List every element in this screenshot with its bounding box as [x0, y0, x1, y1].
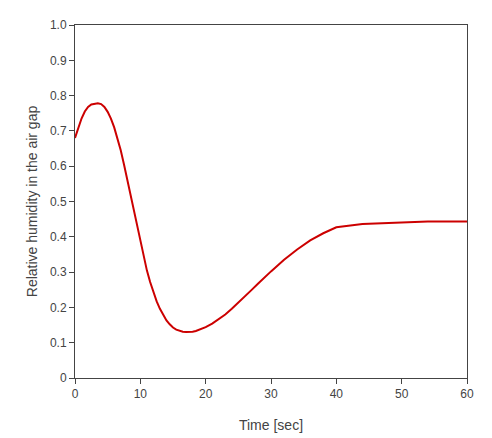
svg-text:0: 0 [72, 387, 79, 401]
svg-text:20: 20 [199, 387, 213, 401]
svg-text:0.4: 0.4 [50, 230, 67, 244]
svg-text:40: 40 [330, 387, 344, 401]
svg-text:1.0: 1.0 [50, 18, 67, 32]
svg-text:0.6: 0.6 [50, 159, 67, 173]
svg-text:0.3: 0.3 [50, 265, 67, 279]
svg-text:10: 10 [134, 387, 148, 401]
svg-text:0: 0 [60, 371, 67, 385]
svg-text:0.5: 0.5 [50, 195, 67, 209]
svg-text:50: 50 [395, 387, 409, 401]
svg-text:0.8: 0.8 [50, 89, 67, 103]
svg-text:30: 30 [264, 387, 278, 401]
svg-text:0.1: 0.1 [50, 336, 67, 350]
svg-text:Relative humidity in the air g: Relative humidity in the air gap [24, 106, 40, 298]
svg-text:0.7: 0.7 [50, 124, 67, 138]
svg-text:0.2: 0.2 [50, 301, 67, 315]
svg-text:0.9: 0.9 [50, 54, 67, 68]
svg-text:60: 60 [460, 387, 474, 401]
svg-text:Time [sec]: Time [sec] [239, 417, 303, 433]
